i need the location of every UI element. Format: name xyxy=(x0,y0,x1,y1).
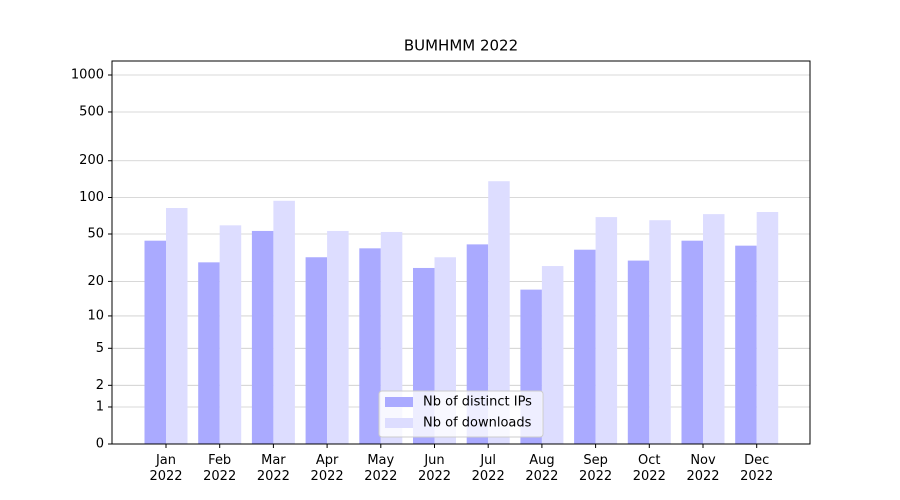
bar xyxy=(541,266,564,444)
bar xyxy=(219,225,242,444)
x-tick-label: Dec 2022 xyxy=(740,453,774,484)
x-tick-label: Jun 2022 xyxy=(417,453,452,484)
bar xyxy=(574,249,596,444)
x-tick-label: Apr 2022 xyxy=(310,453,344,484)
bar xyxy=(327,230,349,444)
y-tick-label: 1000 xyxy=(71,68,104,83)
legend: Nb of distinct IPs Nb of downloads xyxy=(378,390,544,438)
bar xyxy=(703,214,725,444)
y-tick-label: 200 xyxy=(79,153,104,168)
x-tick-label: Feb 2022 xyxy=(203,453,237,484)
y-tick-label: 50 xyxy=(87,226,104,241)
y-tick-label: 5 xyxy=(96,341,104,356)
x-tick-label: Sep 2022 xyxy=(579,453,613,484)
bar xyxy=(198,262,220,444)
y-tick-label: 2 xyxy=(96,378,104,393)
legend-label: Nb of downloads xyxy=(423,416,532,431)
chart-title: BUMHMM 2022 xyxy=(404,37,518,55)
legend-label: Nb of distinct IPs xyxy=(423,395,532,410)
bar xyxy=(273,200,295,444)
bar xyxy=(595,217,618,444)
y-tick-label: 0 xyxy=(96,437,104,452)
legend-swatch xyxy=(385,418,413,428)
y-tick-label: 500 xyxy=(79,104,104,119)
bar xyxy=(681,240,703,444)
bar xyxy=(144,240,166,444)
plot-frame xyxy=(111,60,811,445)
bar xyxy=(305,257,328,444)
y-tick-label: 100 xyxy=(79,190,104,205)
x-tick-label: May 2022 xyxy=(364,453,398,484)
bar xyxy=(756,211,779,444)
legend-frame xyxy=(378,390,544,438)
legend-swatch xyxy=(385,397,413,407)
bar xyxy=(627,260,650,444)
bar xyxy=(488,181,510,444)
x-tick-label: Jan 2022 xyxy=(149,453,183,484)
x-tick-label: Oct 2022 xyxy=(632,453,666,484)
bar xyxy=(166,207,188,444)
bar xyxy=(251,230,274,444)
bar xyxy=(649,220,671,444)
bar xyxy=(359,248,381,444)
y-tick-label: 1 xyxy=(96,399,104,414)
bar xyxy=(735,245,757,444)
x-tick-label: Mar 2022 xyxy=(256,453,290,484)
y-tick-label: 10 xyxy=(87,308,104,323)
x-tick-label: Nov 2022 xyxy=(686,453,720,484)
y-tick-label: 20 xyxy=(87,274,104,289)
x-tick-label: Jul 2022 xyxy=(471,453,505,484)
x-tick-label: Aug 2022 xyxy=(525,453,559,484)
